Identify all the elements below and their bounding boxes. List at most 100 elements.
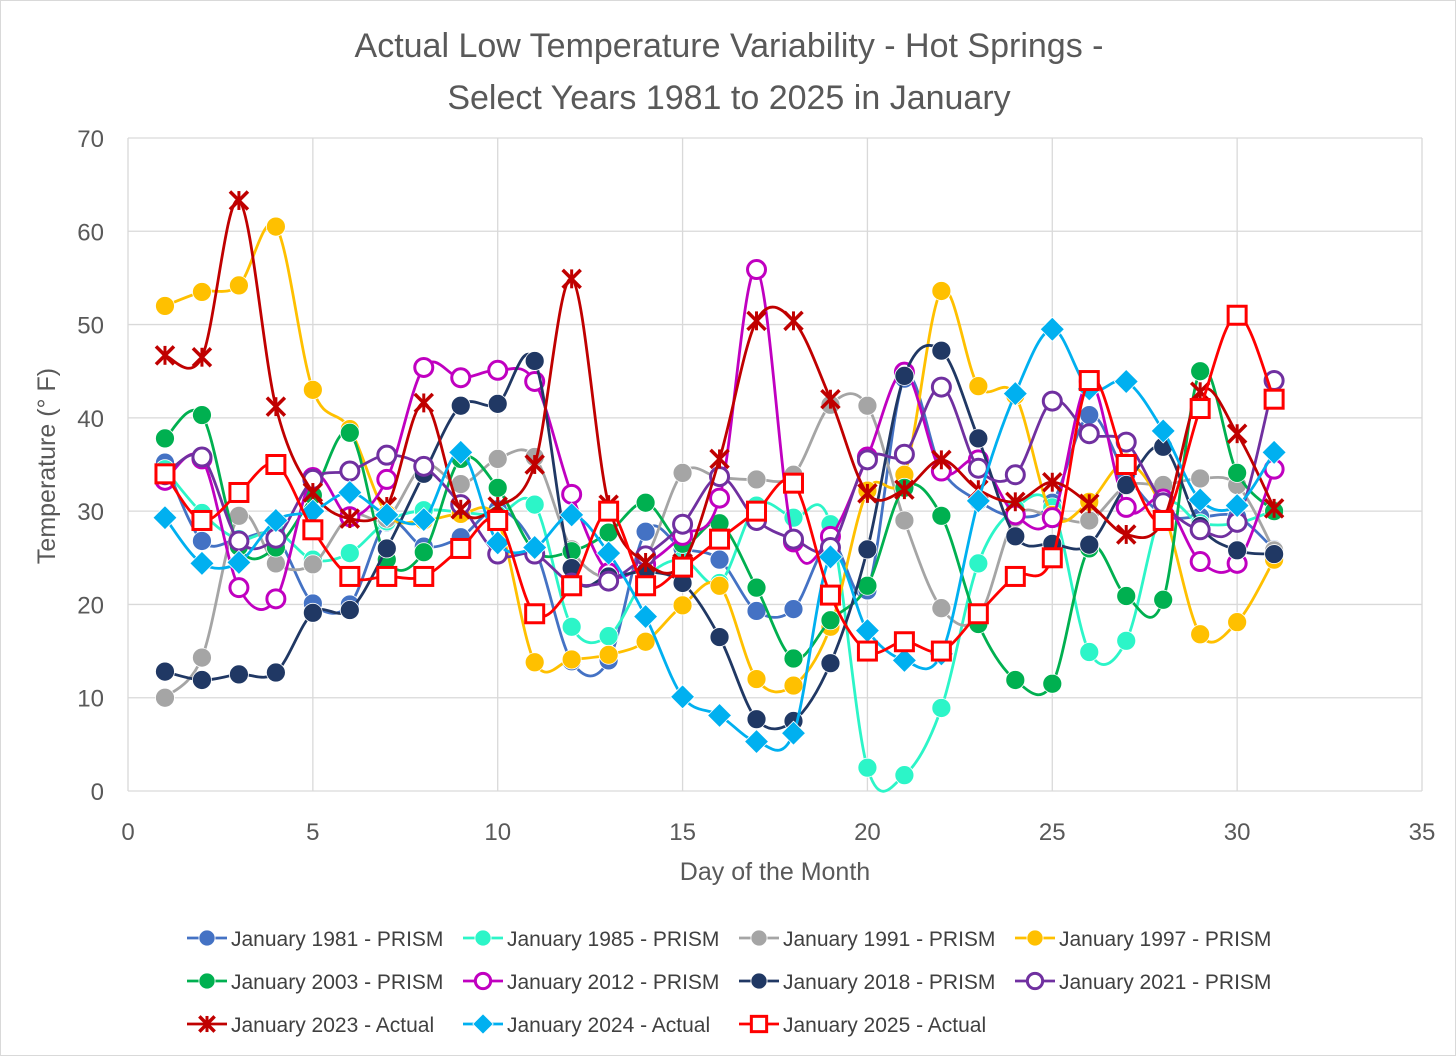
legend-label: January 2003 - PRISM	[231, 971, 443, 994]
data-point	[155, 687, 175, 708]
data-point	[376, 538, 397, 559]
data-point	[894, 765, 915, 786]
data-point	[891, 647, 917, 673]
data-point	[487, 449, 508, 469]
data-point	[559, 502, 585, 528]
data-point	[709, 448, 730, 470]
data-point	[857, 757, 878, 778]
data-point	[820, 388, 841, 410]
data-point	[672, 556, 694, 578]
data-point	[1263, 498, 1285, 519]
data-point	[1116, 586, 1137, 606]
data-point	[228, 577, 250, 599]
legend-item: January 2012 - PRISM	[463, 971, 719, 994]
y-axis-title: Temperature (° F)	[33, 368, 61, 564]
data-point	[265, 396, 287, 417]
y-tick-label: 0	[91, 779, 104, 806]
data-point	[155, 428, 175, 449]
data-point	[1115, 454, 1137, 475]
data-point	[1041, 547, 1063, 569]
data-point	[746, 310, 767, 332]
data-point	[1227, 612, 1248, 633]
data-point	[302, 519, 324, 541]
legend-label: January 1997 - PRISM	[1059, 928, 1271, 951]
y-tick-label: 30	[77, 499, 104, 526]
series-11	[154, 304, 1285, 662]
data-point	[192, 670, 212, 690]
data-point	[672, 595, 693, 616]
legend-marker	[472, 1013, 494, 1035]
data-point	[598, 644, 619, 665]
legend-item: January 2024 - Actual	[463, 1013, 710, 1037]
data-point	[1002, 381, 1028, 407]
x-tick-label: 10	[484, 819, 511, 846]
data-point	[746, 259, 768, 281]
data-point	[1039, 316, 1065, 342]
data-point	[856, 640, 878, 662]
chart-title-line-1: Actual Low Temperature Variability - Hot…	[355, 27, 1104, 65]
data-point	[931, 505, 952, 526]
data-point	[1189, 519, 1211, 541]
data-point	[968, 376, 989, 397]
data-point	[229, 505, 249, 526]
data-point	[561, 268, 582, 290]
x-axis-title: Day of the Month	[680, 858, 870, 886]
legend-item: January 2018 - PRISM	[739, 971, 995, 994]
y-tick-label: 20	[77, 592, 104, 619]
data-point	[930, 640, 952, 662]
data-point	[967, 457, 989, 479]
data-point	[561, 616, 582, 637]
data-point	[894, 365, 915, 386]
data-point	[635, 552, 656, 573]
data-point	[229, 275, 249, 296]
data-point	[598, 626, 619, 647]
data-point	[706, 702, 733, 729]
legend-item: January 1985 - PRISM	[463, 928, 719, 951]
data-point	[1152, 509, 1174, 531]
data-point	[1004, 464, 1026, 486]
series-2	[155, 459, 1285, 793]
data-point	[339, 422, 360, 443]
legend-marker	[198, 929, 216, 947]
series-line	[163, 374, 1276, 678]
legend-label: January 1991 - PRISM	[783, 928, 995, 951]
data-point	[857, 539, 878, 560]
data-point	[635, 521, 656, 542]
data-point	[893, 443, 915, 465]
data-point	[746, 577, 767, 598]
data-point	[1078, 370, 1100, 392]
data-point	[413, 565, 435, 587]
data-point	[265, 454, 287, 475]
data-point	[633, 603, 659, 630]
data-point	[154, 345, 176, 366]
data-point	[635, 575, 657, 597]
data-point	[302, 379, 323, 400]
data-point	[709, 575, 730, 596]
legend-item: January 2021 - PRISM	[1015, 971, 1271, 994]
data-point	[192, 647, 212, 668]
x-tick-label: 15	[669, 819, 696, 846]
data-point	[1078, 423, 1100, 445]
data-point	[598, 500, 620, 522]
data-point	[339, 460, 361, 482]
data-point	[1189, 398, 1211, 420]
data-point	[1115, 524, 1137, 545]
data-point	[339, 600, 360, 620]
data-point	[598, 570, 620, 592]
y-tick-label: 50	[77, 313, 104, 340]
data-point	[1113, 368, 1139, 395]
data-point	[265, 662, 286, 683]
data-point	[709, 627, 730, 647]
x-tick-label: 0	[121, 819, 134, 846]
legend-label: January 2024 - Actual	[507, 1014, 710, 1037]
data-point	[1079, 405, 1100, 425]
data-point	[487, 393, 508, 414]
data-point	[487, 509, 509, 531]
data-point	[1079, 642, 1100, 662]
legend-label: January 2023 - Actual	[231, 1014, 434, 1037]
data-point	[1153, 589, 1174, 610]
data-point	[670, 684, 696, 710]
data-point	[524, 351, 545, 371]
data-point	[228, 190, 250, 211]
data-point	[1261, 439, 1287, 465]
